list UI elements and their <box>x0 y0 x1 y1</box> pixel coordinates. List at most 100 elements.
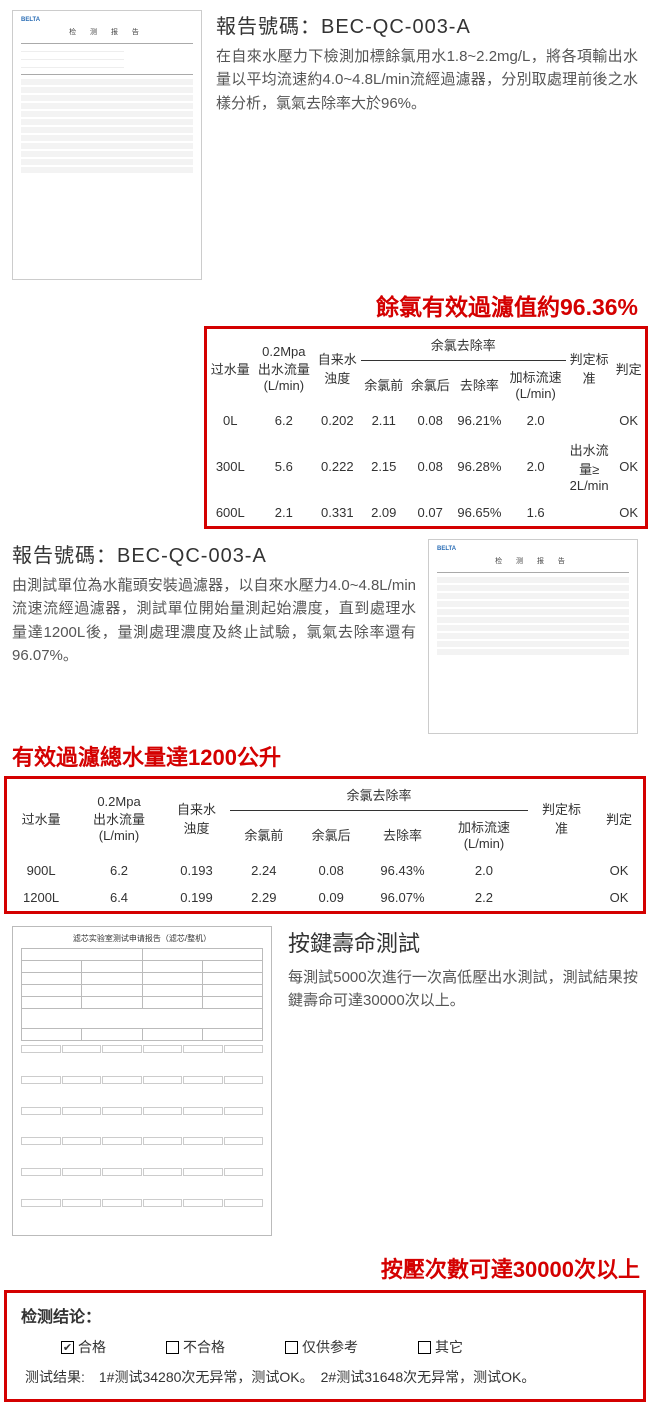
th-after: 余氯后 <box>407 361 453 408</box>
report-code-1: 報告號碼：BEC-QC-003-A <box>216 10 638 39</box>
section-2: 報告號碼：BEC-QC-003-A 由測試單位為水龍頭安裝過濾器，以自來水壓力4… <box>0 529 650 734</box>
red-heading-2: 有效過濾總水量達1200公升 <box>12 740 650 772</box>
table-cell: OK <box>612 407 646 434</box>
checkbox-icon <box>166 1341 179 1354</box>
button-life-heading: 按鍵壽命測試 <box>288 926 638 958</box>
table-cell <box>528 857 595 884</box>
table-cell <box>528 884 595 913</box>
option-label: 合格 <box>78 1337 106 1357</box>
table-cell: 0.08 <box>407 434 453 499</box>
th-flow: 0.2Mpa 出水流量 (L/min) <box>254 328 315 408</box>
thumb3-title: 滤芯实验室测试申请报告（滤芯/整机） <box>21 933 263 944</box>
checkbox-icon <box>285 1341 298 1354</box>
table-row: 300L5.60.2222.150.0896.28%2.0出水流 量≥ 2L/m… <box>206 434 647 499</box>
result-line: 测试结果: 1#测试34280次无异常，测试OK。 2#测试31648次无异常，… <box>25 1367 629 1387</box>
filtration-table-2: 过水量 0.2Mpa 出水流量 (L/min) 自来水 浊度 余氯去除率 判定标… <box>4 776 646 914</box>
th-turbidity: 自来水 浊度 <box>314 328 360 408</box>
table-cell: 300L <box>206 434 254 499</box>
table-cell: 0.199 <box>163 884 230 913</box>
th-standard: 判定标 准 <box>566 328 612 408</box>
table-cell: 0.08 <box>407 407 453 434</box>
table-cell: 96.21% <box>453 407 505 434</box>
table-cell: 2.0 <box>440 857 528 884</box>
table-row: 0L6.20.2022.110.0896.21%2.0 OK <box>206 407 647 434</box>
th-before: 余氯前 <box>230 811 297 858</box>
table-cell: 0.222 <box>314 434 360 499</box>
result-box: 检测结论： ✔ 合格 不合格 仅供参考 其它 测试结果: 1#测试34280次无异常，测… <box>4 1290 646 1402</box>
table-cell: OK <box>595 884 644 913</box>
th-standard: 判定标 准 <box>528 778 595 858</box>
table-cell: 0.08 <box>298 857 365 884</box>
result-label: 检测结论： <box>21 1303 629 1327</box>
report-code-2: 報告號碼：BEC-QC-003-A <box>12 539 416 568</box>
th-judge: 判定 <box>612 328 646 408</box>
section-2-text: 報告號碼：BEC-QC-003-A 由測試單位為水龍頭安裝過濾器，以自來水壓力4… <box>12 539 428 667</box>
section-1-paragraph: 在自來水壓力下檢測加標餘氯用水1.8~2.2mg/L，將各項輸出水量以平均流速約… <box>216 45 638 115</box>
table-cell: 2.24 <box>230 857 297 884</box>
table-cell: OK <box>612 499 646 528</box>
checkbox-icon <box>418 1341 431 1354</box>
table-1-wrap: 过水量 0.2Mpa 出水流量 (L/min) 自来水 浊度 余氯去除率 判定标… <box>202 326 650 529</box>
table-row: 1200L6.40.1992.290.0996.07%2.2OK <box>6 884 645 913</box>
table-cell <box>566 499 612 528</box>
table-row: 600L2.10.3312.090.0796.65%1.6OK <box>206 499 647 528</box>
result-option: 其它 <box>418 1337 463 1357</box>
table-cell: 600L <box>206 499 254 528</box>
table-cell: 出水流 量≥ 2L/min <box>566 434 612 499</box>
thumb-title: 检 测 报 告 <box>21 27 193 37</box>
table-cell: 0.193 <box>163 857 230 884</box>
table-cell: 0L <box>206 407 254 434</box>
option-label: 其它 <box>435 1337 463 1357</box>
table-cell: 5.6 <box>254 434 315 499</box>
table-cell: 2.2 <box>440 884 528 913</box>
checkbox-icon: ✔ <box>61 1341 74 1354</box>
th-rate: 去除率 <box>453 361 505 408</box>
section-2-paragraph: 由測試單位為水龍頭安裝過濾器，以自來水壓力4.0~4.8L/min流速流經過濾器… <box>12 574 416 667</box>
table-cell: 900L <box>6 857 76 884</box>
section-1-text: 報告號碼：BEC-QC-003-A 在自來水壓力下檢測加標餘氯用水1.8~2.2… <box>202 10 638 280</box>
table-cell: 0.09 <box>298 884 365 913</box>
brand-label: BELTA <box>437 546 629 552</box>
thumb3-form <box>21 948 263 1041</box>
th-judge: 判定 <box>595 778 644 858</box>
result-option: 仅供参考 <box>285 1337 358 1357</box>
table-cell: 6.2 <box>254 407 315 434</box>
th-after: 余氯后 <box>298 811 365 858</box>
th-chlorine-group: 余氯去除率 <box>361 328 566 361</box>
report-thumbnail-1: BELTA 检 测 报 告 <box>12 10 202 280</box>
option-label: 不合格 <box>183 1337 225 1357</box>
th-before: 余氯前 <box>361 361 407 408</box>
table-cell: 6.4 <box>75 884 163 913</box>
table-row: 900L6.20.1932.240.0896.43%2.0OK <box>6 857 645 884</box>
result-option: ✔ 合格 <box>61 1337 106 1357</box>
table-cell <box>566 407 612 434</box>
table-2-wrap: 过水量 0.2Mpa 出水流量 (L/min) 自来水 浊度 余氯去除率 判定标… <box>2 776 648 914</box>
table-cell: 96.65% <box>453 499 505 528</box>
filtration-table-1: 过水量 0.2Mpa 出水流量 (L/min) 自来水 浊度 余氯去除率 判定标… <box>204 326 648 529</box>
th-chlorine-group: 余氯去除率 <box>230 778 528 811</box>
table-cell: 1.6 <box>505 499 566 528</box>
section-3-text: 按鍵壽命測試 每測試5000次進行一次高低壓出水測試，測試結果按鍵壽命可達300… <box>272 926 638 1236</box>
table-cell: 0.202 <box>314 407 360 434</box>
th-turbidity: 自来水 浊度 <box>163 778 230 858</box>
section-3: 滤芯实验室测试申请报告（滤芯/整机） 按鍵壽命測試 每測試5000次進行一次高低… <box>0 914 650 1236</box>
table-cell: 2.29 <box>230 884 297 913</box>
table-cell: 0.331 <box>314 499 360 528</box>
report-thumbnail-2: BELTA 检 测 报 告 <box>428 539 638 734</box>
table-cell: 2.0 <box>505 407 566 434</box>
result-option: 不合格 <box>166 1337 225 1357</box>
table-cell: 2.11 <box>361 407 407 434</box>
report-thumbnail-3: 滤芯实验室测试申请报告（滤芯/整机） <box>12 926 272 1236</box>
th-flow: 0.2Mpa 出水流量 (L/min) <box>75 778 163 858</box>
th-volume: 过水量 <box>6 778 76 858</box>
red-heading-1: 餘氯有效過濾值約96.36% <box>0 288 638 322</box>
table-cell: OK <box>612 434 646 499</box>
brand-label: BELTA <box>21 17 193 23</box>
thumb-title: 检 测 报 告 <box>437 556 629 566</box>
table-cell: 2.09 <box>361 499 407 528</box>
table-cell: 2.0 <box>505 434 566 499</box>
result-options-row: ✔ 合格 不合格 仅供参考 其它 <box>61 1337 629 1357</box>
table-cell: 2.15 <box>361 434 407 499</box>
table-cell: 0.07 <box>407 499 453 528</box>
th-rate: 去除率 <box>365 811 440 858</box>
